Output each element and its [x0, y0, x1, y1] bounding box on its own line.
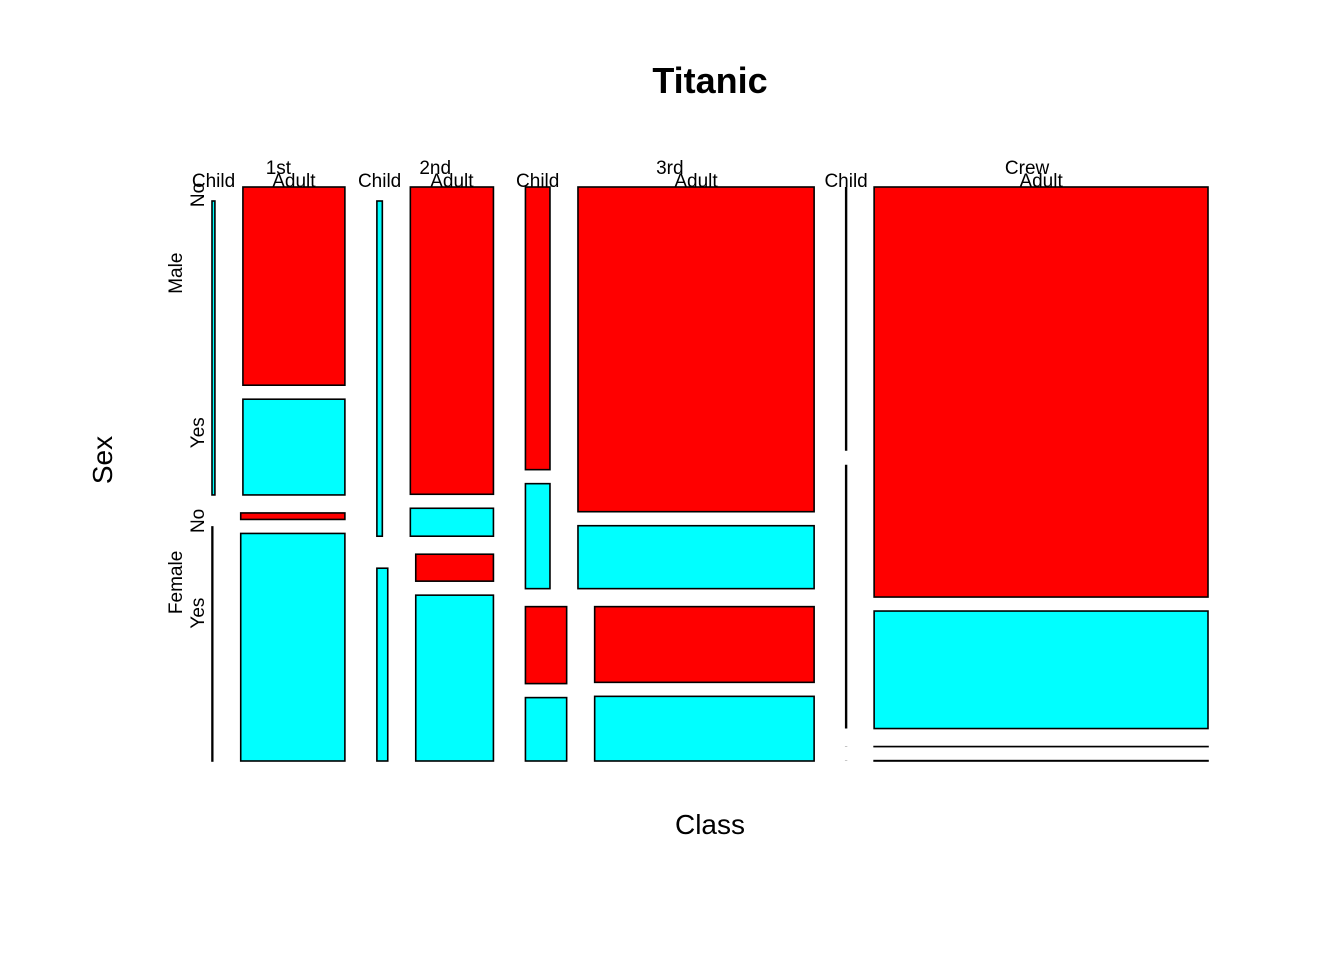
tile-3rd-female-child-no [524, 605, 568, 685]
age-label-2nd-adult: Adult [430, 171, 474, 192]
age-label-1st-adult: Adult [272, 171, 316, 192]
class-label-3rd: 3rd [656, 158, 683, 179]
tile-2nd-female-adult-no [414, 553, 495, 582]
sex-label-female: Female [166, 551, 187, 614]
mosaic-tiles [211, 186, 1209, 762]
survived-label-female-no: No [188, 509, 209, 533]
sex-label-male: Male [166, 253, 187, 294]
tile-2nd-male-adult-yes [409, 507, 495, 537]
class-label-1st: 1st [266, 158, 292, 179]
survived-label-male-yes: Yes [188, 417, 209, 448]
tile-2nd-female-child-yes [376, 567, 389, 762]
tile-3rd-male-child-no [524, 186, 551, 471]
tile-3rd-male-adult-yes [577, 524, 815, 590]
tile-1st-female-adult-no [239, 512, 346, 521]
tile-crew-male-adult-no [873, 186, 1209, 598]
tile-3rd-female-child-yes [524, 696, 568, 762]
class-label-crew: Crew [1005, 158, 1050, 179]
tile-2nd-male-child-yes [376, 200, 384, 538]
age-label-3rd-child: Child [516, 171, 559, 192]
tile-1st-female-child-yes [211, 526, 214, 762]
tile-3rd-female-adult-no [593, 605, 815, 684]
class-label-2nd: 2nd [419, 158, 451, 179]
age-label-3rd-adult: Adult [674, 171, 718, 192]
tile-2nd-female-adult-yes [414, 594, 495, 762]
tile-3rd-male-adult-no [577, 186, 815, 513]
y-axis-label: Sex [87, 436, 118, 484]
tile-crew-male-adult-yes [873, 610, 1209, 730]
tile-2nd-male-adult-no [409, 186, 495, 496]
tile-1st-male-adult-no [242, 186, 346, 386]
tile-1st-female-adult-yes [239, 532, 346, 762]
tile-1st-male-child-yes [211, 200, 216, 496]
age-label-crew-adult: Adult [1019, 171, 1063, 192]
x-axis-label: Class [675, 809, 745, 840]
tile-1st-male-adult-yes [242, 398, 346, 496]
chart-title: Titanic [652, 60, 767, 101]
age-label-crew-child: Child [824, 171, 867, 192]
survived-label-female-yes: Yes [188, 598, 209, 629]
tile-3rd-male-child-yes [524, 482, 551, 590]
age-label-1st-child: Child [192, 171, 235, 192]
survived-label-male-no: No [188, 183, 209, 207]
age-label-2nd-child: Child [358, 171, 401, 192]
tile-3rd-female-adult-yes [593, 695, 815, 762]
